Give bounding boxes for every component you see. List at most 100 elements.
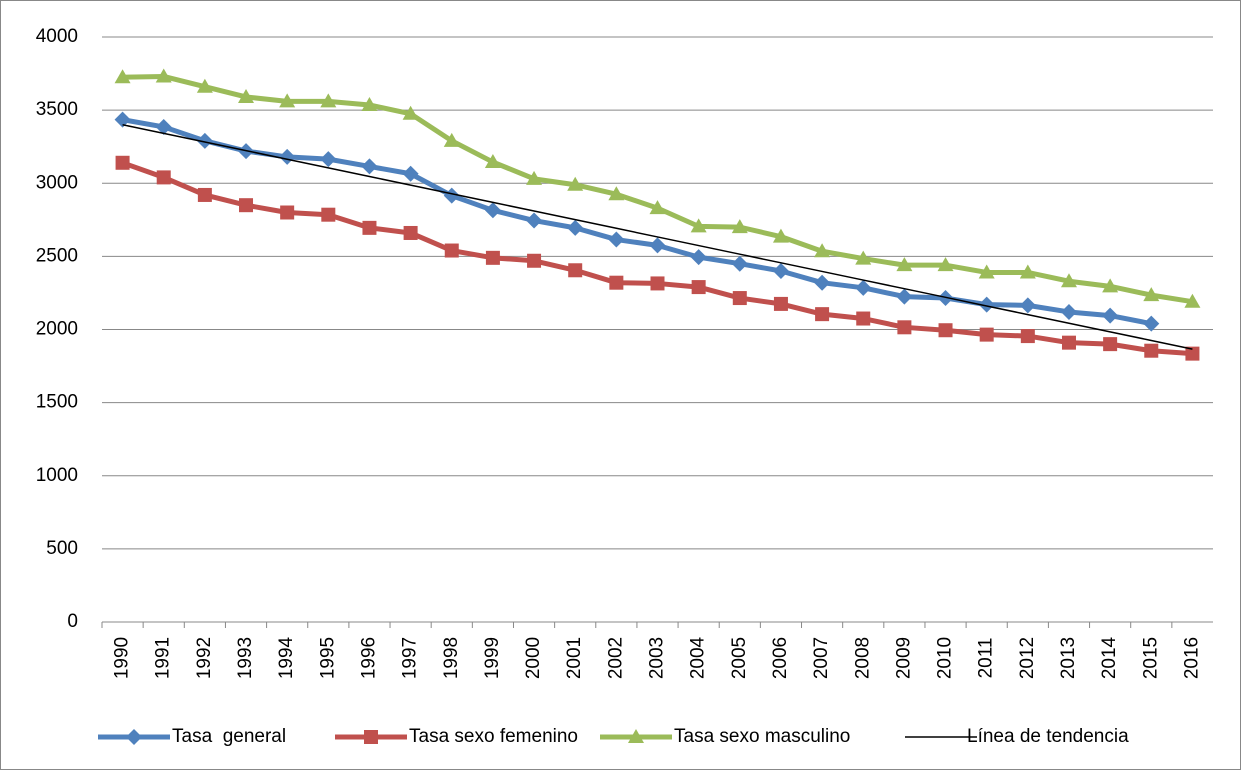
x-tick-label: 2014 [1099, 636, 1120, 679]
marker [772, 263, 789, 279]
y-tick-label: 500 [46, 538, 78, 559]
marker [628, 729, 644, 743]
marker [567, 219, 584, 236]
y-tick-label: 2000 [36, 319, 78, 340]
marker [855, 250, 872, 265]
marker [238, 88, 255, 103]
marker [361, 158, 378, 175]
marker [978, 264, 995, 279]
x-tick-label: 1994 [276, 636, 297, 679]
marker [608, 186, 625, 201]
x-tick-label: 2016 [1181, 637, 1202, 679]
marker [320, 93, 337, 108]
marker [526, 212, 543, 229]
marker [772, 228, 789, 243]
x-tick-label: 2013 [1058, 637, 1079, 679]
x-tick-label: 2003 [647, 637, 668, 679]
x-tick-label: 1992 [194, 637, 215, 679]
marker [114, 111, 131, 128]
marker [937, 257, 954, 272]
marker [979, 327, 994, 342]
marker [196, 132, 213, 149]
x-tick-label: 1998 [441, 637, 462, 679]
marker [938, 323, 953, 338]
x-tick-label: 1993 [235, 637, 256, 679]
marker [1020, 329, 1035, 344]
marker [126, 729, 142, 745]
series-line [122, 124, 1193, 350]
marker [1019, 297, 1036, 314]
marker [815, 307, 830, 322]
marker [526, 170, 543, 185]
marker [155, 118, 172, 135]
marker [691, 280, 706, 295]
marker [279, 93, 296, 108]
marker [402, 165, 419, 182]
marker [1060, 273, 1077, 288]
y-tick-label: 0 [67, 611, 78, 632]
marker [1185, 346, 1200, 361]
marker [361, 97, 378, 112]
y-tick-label: 3000 [36, 172, 78, 193]
marker [320, 151, 337, 168]
marker [279, 148, 296, 165]
x-tick-label: 2000 [523, 637, 544, 679]
marker [485, 250, 500, 265]
x-tick-label: 1991 [153, 637, 174, 679]
marker [196, 78, 213, 93]
x-tick-label: 2001 [564, 637, 585, 679]
x-tick-label: 2004 [688, 636, 709, 679]
marker [731, 255, 748, 272]
marker [364, 730, 378, 744]
x-tick-label: 1995 [317, 637, 338, 679]
marker [1060, 303, 1077, 320]
marker [773, 296, 788, 311]
x-tick-label: 2011 [976, 638, 997, 679]
marker [1143, 287, 1160, 302]
marker [114, 69, 131, 84]
marker [855, 279, 872, 296]
x-tick-label: 2010 [935, 637, 956, 679]
marker [444, 243, 459, 258]
marker [649, 237, 666, 254]
marker [814, 274, 831, 291]
y-tick-label: 2500 [36, 245, 78, 266]
marker [280, 205, 295, 220]
x-tick-label: 2012 [1017, 637, 1038, 679]
x-tick-label: 2002 [605, 637, 626, 679]
marker [732, 291, 747, 306]
marker [197, 187, 212, 202]
marker [1184, 293, 1201, 308]
x-tick-label: 2006 [770, 637, 791, 679]
marker [403, 225, 418, 240]
marker [484, 202, 501, 219]
y-tick-label: 1500 [36, 392, 78, 413]
marker [321, 207, 336, 222]
x-tick-label: 1997 [400, 637, 421, 679]
x-tick-label: 2008 [852, 637, 873, 679]
marker [814, 243, 831, 258]
marker [856, 311, 871, 326]
y-tick-label: 4000 [36, 26, 78, 47]
marker [896, 288, 913, 305]
marker [609, 275, 624, 290]
marker [690, 218, 707, 233]
marker [567, 176, 584, 191]
marker [156, 170, 171, 185]
marker [1061, 335, 1076, 350]
marker [239, 198, 254, 213]
marker [1103, 337, 1118, 352]
legend-label: Tasa sexo masculino [674, 726, 850, 747]
marker [978, 296, 995, 313]
x-tick-label: 1999 [482, 637, 503, 679]
marker [568, 263, 583, 278]
marker [650, 276, 665, 291]
legend-label: Línea de tendencia [967, 726, 1129, 747]
marker [484, 154, 501, 169]
marker [690, 249, 707, 266]
marker [1102, 307, 1119, 324]
x-tick-label: 1990 [112, 637, 133, 679]
